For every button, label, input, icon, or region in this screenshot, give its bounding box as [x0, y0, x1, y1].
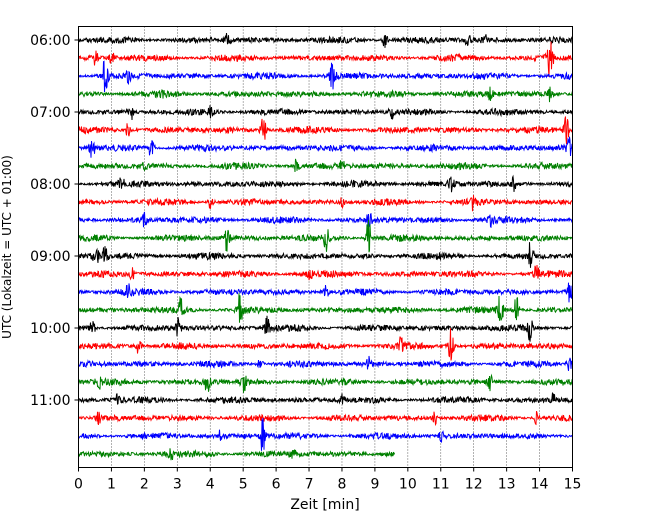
y-tick-label: 08:00 [30, 177, 70, 193]
y-tick-label: 06:00 [30, 33, 70, 49]
trace-1000 [78, 315, 573, 342]
trace-0630 [78, 60, 573, 93]
trace-0645 [78, 86, 573, 103]
x-tick-label: 12 [465, 477, 483, 493]
trace-0600 [78, 33, 573, 48]
trace-0930 [78, 282, 573, 303]
y-axis-ticks: 06:00 07:00 08:00 09:00 10:00 11:00 [30, 33, 79, 409]
x-tick-label: 5 [239, 477, 248, 493]
trace-1100 [78, 392, 573, 405]
trace-0700 [78, 105, 573, 121]
trace-0815 [78, 195, 573, 212]
x-axis-label: Zeit [min] [290, 497, 359, 513]
trace-0730 [78, 136, 573, 158]
trace-1115 [78, 410, 573, 427]
x-tick-label: 11 [432, 477, 450, 493]
trace-0745 [78, 158, 573, 173]
trace-1130 [78, 417, 573, 451]
trace-1015 [78, 328, 573, 361]
x-tick-label: 15 [564, 477, 582, 493]
trace-0715 [78, 116, 573, 145]
y-tick-label: 11:00 [30, 393, 70, 409]
trace-lines [78, 33, 573, 461]
x-tick-label: 4 [206, 477, 215, 493]
trace-0800 [78, 174, 573, 193]
x-tick-label: 0 [74, 477, 83, 493]
x-tick-label: 7 [305, 477, 314, 493]
x-tick-label: 9 [370, 477, 379, 493]
trace-1145 [78, 448, 395, 461]
y-axis-label: UTC (Lokalzeit = UTC + 01:00) [0, 155, 14, 339]
x-axis-ticks: 0 1 2 3 4 5 6 7 8 9 10 11 12 13 14 15 [74, 467, 582, 493]
trace-0900 [78, 242, 573, 268]
x-tick-label: 14 [531, 477, 549, 493]
trace-0830 [78, 211, 573, 228]
y-tick-label: 07:00 [30, 105, 70, 121]
trace-1030 [78, 355, 573, 371]
x-tick-label: 8 [338, 477, 347, 493]
trace-0945 [78, 293, 573, 323]
trace-0615 [78, 41, 573, 77]
y-tick-label: 10:00 [30, 321, 70, 337]
trace-0845 [78, 219, 573, 253]
x-tick-label: 1 [107, 477, 116, 493]
y-tick-label: 09:00 [30, 249, 70, 265]
x-tick-label: 10 [399, 477, 417, 493]
x-tick-label: 13 [498, 477, 516, 493]
x-tick-label: 3 [173, 477, 182, 493]
x-tick-label: 6 [272, 477, 281, 493]
trace-1045 [78, 373, 573, 393]
trace-0915 [78, 264, 573, 281]
x-tick-label: 2 [140, 477, 149, 493]
plot-frame [78, 26, 573, 468]
